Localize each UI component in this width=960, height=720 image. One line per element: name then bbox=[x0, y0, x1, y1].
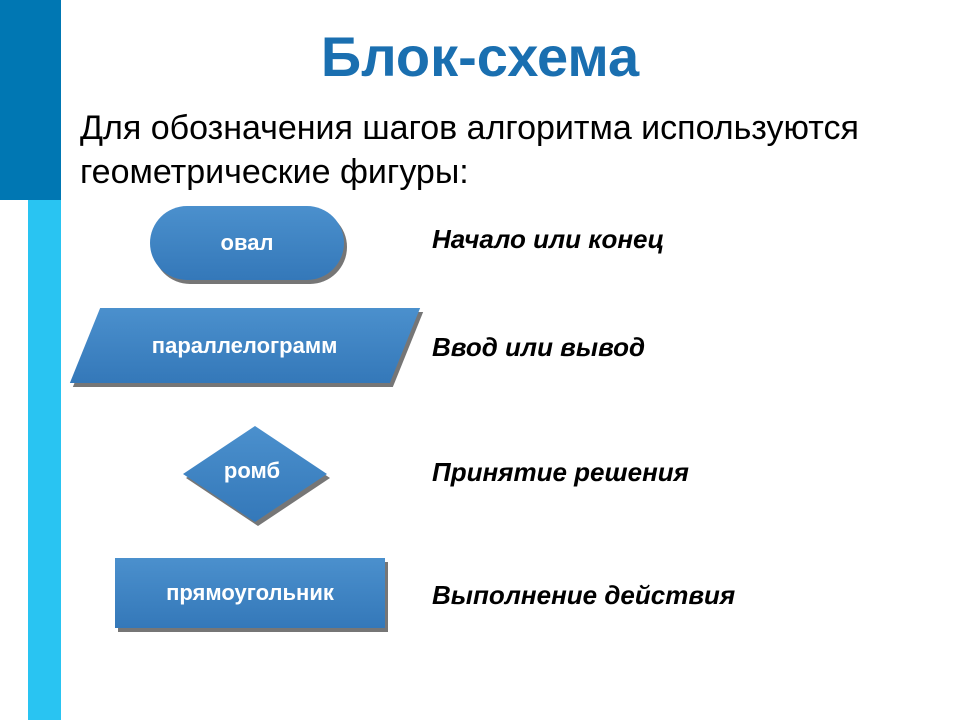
oval-shape: овал bbox=[150, 206, 344, 280]
rectangle-shape: прямоугольник bbox=[115, 558, 385, 628]
page-subtitle: Для обозначения шагов алгоритма использу… bbox=[80, 106, 880, 194]
rectangle-shape-container: прямоугольник bbox=[115, 558, 385, 628]
parallelogram-shape: параллелограмм bbox=[70, 308, 420, 383]
rhombus-label: ромб bbox=[180, 458, 324, 484]
parallelogram-label: параллелограмм bbox=[152, 333, 338, 359]
oval-shape-container: овал bbox=[150, 206, 344, 280]
parallelogram-description: Ввод или вывод bbox=[432, 332, 645, 363]
rhombus-description: Принятие решения bbox=[432, 457, 689, 488]
rectangle-description: Выполнение действия bbox=[432, 580, 735, 611]
rhombus-shape-container: ромб bbox=[180, 422, 324, 518]
oval-label: овал bbox=[150, 230, 344, 256]
parallelogram-shape-container: параллелограмм bbox=[85, 308, 405, 383]
sidebar-accent-bottom bbox=[28, 200, 61, 720]
rectangle-label: прямоугольник bbox=[115, 580, 385, 606]
page-title: Блок-схема bbox=[0, 24, 960, 89]
oval-description: Начало или конец bbox=[432, 224, 664, 255]
